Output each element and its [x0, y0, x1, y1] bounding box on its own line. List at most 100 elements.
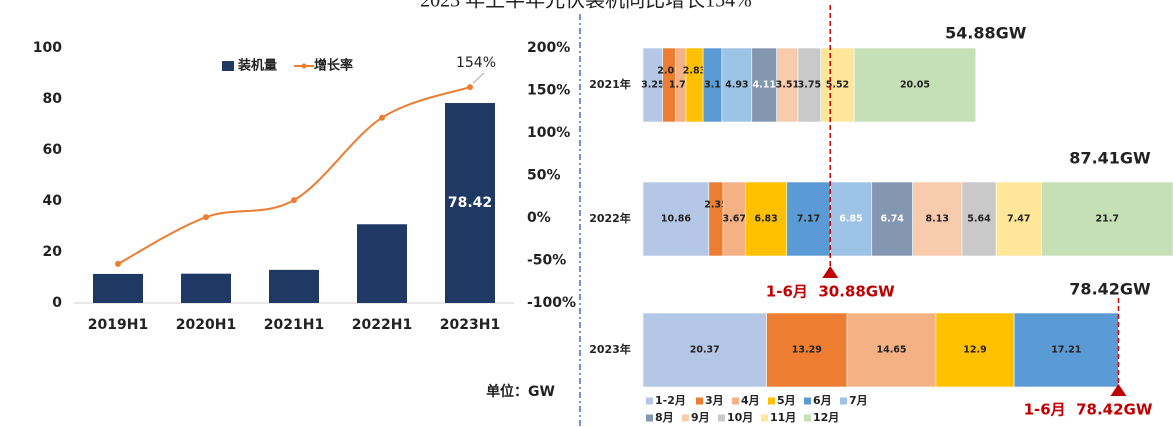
bar-segment — [786, 181, 831, 257]
y2-tick-label: 100% — [527, 125, 570, 141]
segment-label: 7.47 — [1007, 214, 1030, 225]
legend-swatch — [761, 414, 768, 422]
y-tick-label: 2023年 — [589, 342, 631, 356]
bar — [357, 224, 407, 303]
legend-label: 6月 — [813, 394, 832, 407]
y-tick-label: 80 — [43, 91, 63, 107]
segment-label: 6.74 — [880, 214, 904, 225]
legend-swatch — [840, 397, 847, 405]
bar-segment — [820, 47, 855, 123]
y-tick-label: 60 — [43, 142, 63, 158]
line-point — [467, 84, 473, 91]
segment-label: 2.08 — [657, 66, 681, 77]
data-label: 154% — [456, 55, 496, 71]
segment-label: 12.9 — [963, 345, 986, 356]
legend-label: 11月 — [770, 411, 796, 424]
y2-tick-label: 50% — [527, 168, 561, 184]
legend-swatch — [718, 414, 725, 422]
segment-label: 20.37 — [690, 345, 720, 356]
page-title: 2023 年上半年光伏装机同比增长154% — [420, 0, 752, 12]
segment-label: 7.17 — [797, 214, 820, 225]
marker-label: 1-6月 30.88GW — [766, 283, 895, 301]
legend-swatch — [732, 397, 739, 405]
segment-label: 5.52 — [826, 80, 849, 91]
legend-label: 1-2月 — [655, 394, 686, 407]
bar-segment — [829, 181, 873, 257]
x-tick-label: 2019H1 — [88, 317, 148, 333]
legend-label: 4月 — [741, 394, 760, 407]
bar — [269, 269, 319, 303]
bar-segment — [766, 312, 848, 388]
unit-label: 单位：GW — [486, 383, 555, 400]
segment-label: 3.51 — [776, 80, 799, 91]
label-leader — [472, 72, 485, 84]
bar-segment — [745, 181, 788, 257]
marker-triangle — [822, 266, 839, 278]
segment-label: 8.13 — [926, 214, 949, 225]
segment-label: 3.67 — [722, 214, 745, 225]
x-tick-label: 2023H1 — [440, 317, 500, 333]
legend-label: 装机量 — [237, 58, 277, 74]
bar-segment — [721, 47, 753, 123]
segment-label: 21.7 — [1095, 214, 1118, 225]
legend-swatch — [804, 397, 811, 405]
segment-label: 20.05 — [900, 80, 930, 91]
segment-label: 2.83 — [683, 66, 706, 77]
legend-label: 8月 — [655, 411, 674, 424]
legend-swatch — [804, 414, 811, 422]
legend-swatch — [682, 414, 689, 422]
y2-tick-label: -50% — [527, 253, 566, 269]
total-label: 87.41GW — [1069, 149, 1151, 168]
segment-label: 3.1 — [704, 80, 721, 91]
segment-label: 13.29 — [792, 345, 822, 356]
line-point — [115, 260, 121, 267]
line-point — [203, 214, 209, 221]
segment-label: 4.93 — [725, 80, 748, 91]
total-label: 78.42GW — [1069, 280, 1151, 299]
bar — [93, 273, 143, 303]
legend-label: 7月 — [849, 394, 868, 407]
segment-label: 3.25 — [641, 80, 664, 91]
x-tick-label: 2021H1 — [264, 317, 324, 333]
legend-label: 增长率 — [314, 58, 353, 74]
legend-swatch — [646, 414, 653, 422]
y-tick-label: 100 — [33, 40, 62, 56]
bar — [181, 273, 231, 303]
line-point — [291, 197, 297, 204]
segment-label: 2.35 — [704, 200, 727, 211]
marker-triangle — [1110, 384, 1127, 396]
y-tick-label: 20 — [43, 244, 63, 260]
legend-swatch — [768, 397, 775, 405]
bar-segment — [751, 47, 777, 123]
segment-label: 10.86 — [661, 214, 691, 225]
x-tick-label: 2020H1 — [176, 317, 236, 333]
bar-segment — [642, 312, 767, 388]
data-label: 78.42 — [448, 195, 492, 211]
legend-label: 10月 — [727, 411, 753, 424]
segment-label: 1.75 — [669, 80, 692, 91]
bar-segment — [995, 181, 1042, 257]
y-tick-label: 0 — [52, 295, 62, 311]
bar-segment — [1013, 312, 1119, 388]
legend-swatch — [646, 397, 653, 405]
bar-segment — [912, 181, 963, 257]
segment-label: 14.65 — [876, 345, 906, 356]
legend-label: 9月 — [691, 411, 710, 424]
bar-segment — [853, 47, 977, 123]
bar-segment — [871, 181, 913, 257]
x-tick-label: 2022H1 — [352, 317, 412, 333]
segment-label: 17.21 — [1051, 345, 1081, 356]
y2-tick-label: 0% — [527, 210, 551, 226]
bar-segment — [642, 181, 710, 257]
segment-label: 3.75 — [798, 80, 821, 91]
y2-tick-label: 150% — [527, 83, 570, 99]
legend-swatch — [222, 61, 234, 71]
segment-label: 6.83 — [754, 214, 777, 225]
legend-swatch — [301, 63, 307, 69]
legend-label: 5月 — [777, 394, 796, 407]
y-tick-label: 40 — [43, 193, 63, 209]
marker-label: 1-6月 78.42GW — [1024, 401, 1153, 419]
bar-segment — [1041, 181, 1173, 257]
segment-label: 4.11 — [753, 80, 776, 91]
